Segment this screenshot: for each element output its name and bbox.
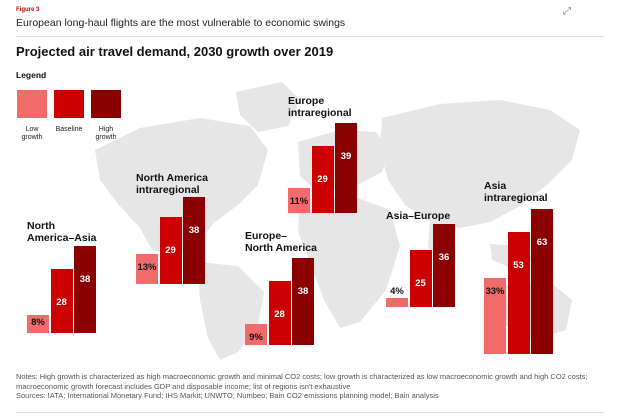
bar-label-g2-low: 11% [289,195,309,207]
bar-label-g3-high: 38 [297,285,309,297]
bar-label-g5-low: 33% [485,286,505,298]
bar-label-g4-high: 36 [438,252,450,264]
legend-label-baseline: Baseline [55,126,83,133]
figure-title: European long-haul flights are the most … [16,17,346,29]
region-label-na-intra: North America intraregional [136,172,208,196]
bar-g1-high [183,196,205,284]
bar-g4-high [433,224,455,307]
legend-title: Legend [16,70,47,80]
region-label-asia-intra: Asia intraregional [484,180,548,204]
bar-g1-low [136,254,158,284]
bar-g0-high [74,245,96,333]
bar-label-g0-low: 8% [31,316,45,328]
bar-g1-baseline [159,217,182,284]
bar-label-g5-high: 63 [536,237,548,249]
bar-label-g1-low: 13% [137,262,157,274]
bar-label-g1-high: 38 [188,224,200,236]
bar-label-g4-baseline: 25 [415,277,426,289]
legend-label-low: Low growth [21,126,43,141]
bar-g3-low [245,324,267,345]
footnote-notes: Notes: High growth is characterized as h… [16,372,588,391]
expand-icon[interactable]: ⤢ [563,6,571,17]
bar-g2-low [288,187,310,213]
bar-g0-baseline [50,268,73,333]
chart-title: Projected air travel demand, 2030 growth… [16,44,334,59]
legend-label-high: High growth [95,126,117,141]
region-label-eu-intra: Europe intraregional [288,95,352,119]
bar-g4-low [386,297,408,307]
bar-label-g3-baseline: 28 [274,308,285,320]
bar-g0-low [27,314,49,333]
bar-label-g2-high: 39 [340,151,352,163]
region-label-na-asia: North America–Asia [27,220,97,244]
legend-swatch-baseline [54,90,84,118]
figure-label: Figure 3 [16,7,40,13]
bar-label-g0-high: 38 [79,273,91,285]
bar-label-g3-low: 9% [249,332,263,344]
footnote-sources: Sources: IATA; International Monetary Fu… [16,391,439,400]
bar-label-g5-baseline: 53 [513,260,524,272]
bar-label-g1-baseline: 29 [165,245,176,257]
bar-g4-baseline [409,249,432,307]
bar-g2-high [335,123,357,213]
bar-g5-baseline [507,232,530,354]
bar-g3-high [292,257,314,345]
bar-label-g2-baseline: 29 [317,174,328,186]
region-label-eu-na: Europe– North America [245,230,317,254]
legend-swatch-high [91,90,121,118]
bar-label-g0-baseline: 28 [56,296,67,308]
bar-g5-high [531,209,553,354]
region-label-asia-eu: Asia–Europe [386,210,451,222]
bar-g2-baseline [311,146,334,213]
legend-swatch-low [17,90,47,118]
top-divider [16,36,604,37]
bottom-divider [16,412,604,413]
bar-g5-low [484,278,506,354]
bar-label-g4-low: 4% [390,285,404,297]
bar-g3-baseline [268,280,291,345]
